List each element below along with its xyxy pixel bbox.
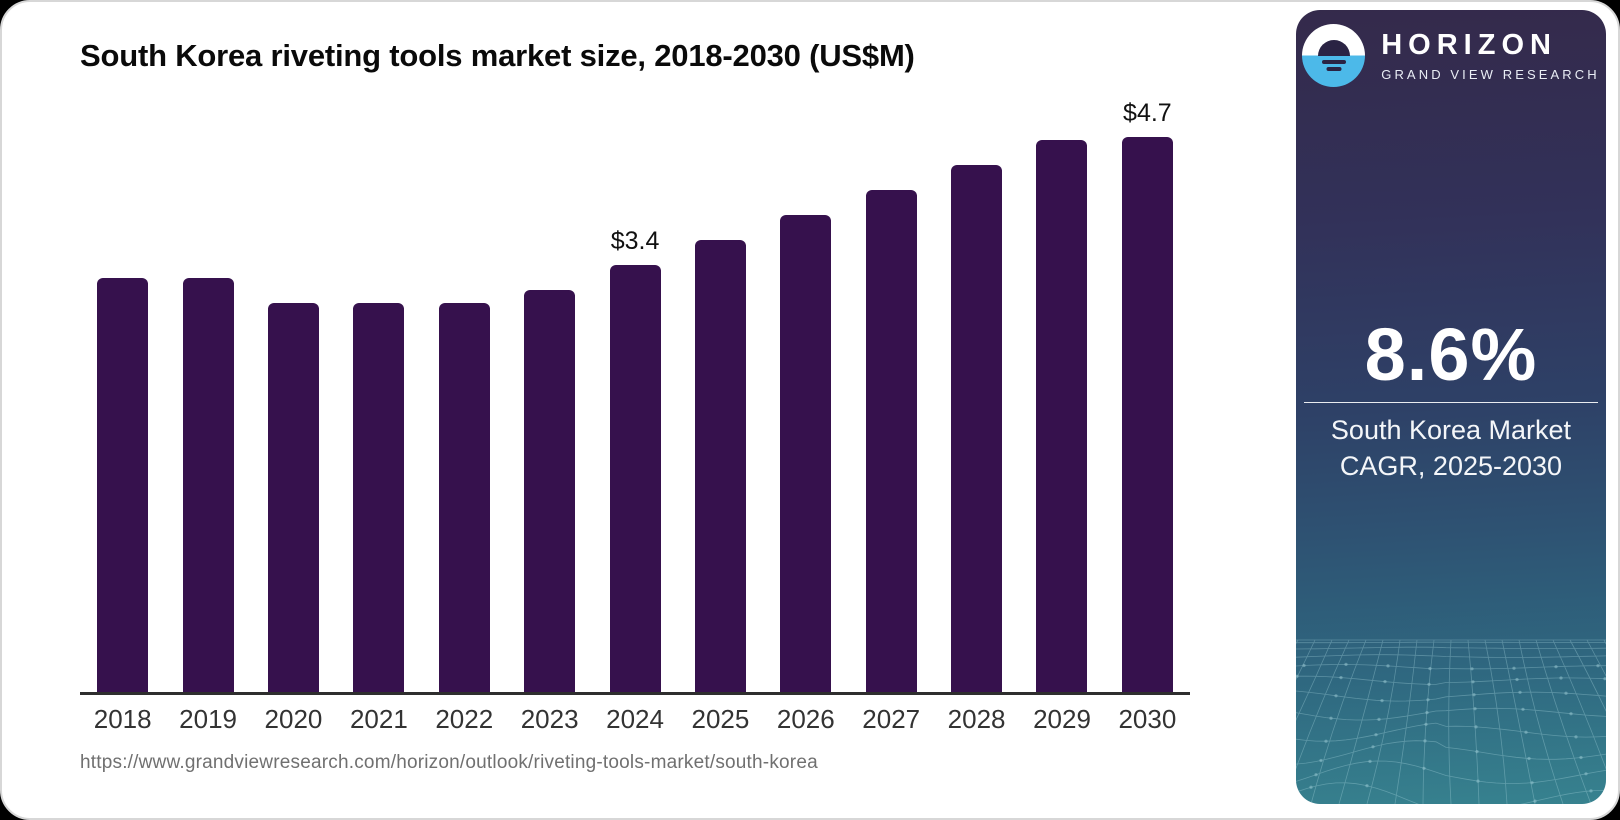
bar-column-2020 (251, 99, 336, 692)
x-tick-2025: 2025 (691, 704, 750, 734)
x-axis-tick-labels: 2018 2019 2020 2021 2022 2023 2024 2025 2026 2027… (80, 704, 1190, 735)
x-tick-2023: 2023 (520, 704, 579, 734)
bar-2025 (694, 240, 746, 692)
x-tick-2020: 2020 (264, 704, 323, 734)
bar-column-2027 (849, 99, 934, 692)
stat-divider (1304, 402, 1598, 403)
chart-title: South Korea riveting tools market size, … (80, 38, 915, 73)
x-tick-2030: 2030 (1118, 704, 1177, 734)
x-tick-2027: 2027 (862, 704, 921, 734)
x-tick-2028: 2028 (947, 704, 1006, 734)
bar-2026 (780, 215, 832, 692)
x-tick-2018: 2018 (93, 704, 152, 734)
bar-column-2019 (165, 99, 250, 692)
bar-2023 (524, 290, 576, 692)
bar-2028 (951, 165, 1003, 692)
bar-column-2023 (507, 99, 592, 692)
caption-line-2: CAGR, 2025-2030 (1339, 451, 1563, 481)
bar-column-2028 (934, 99, 1019, 692)
source-url: https://www.grandviewresearch.com/horizo… (80, 752, 818, 773)
bar-column-2026 (763, 99, 848, 692)
sidebar-panel: HORIZON GRAND VIEW RESEARCH 8.6% South K… (1296, 10, 1606, 804)
bar-2021 (353, 303, 405, 692)
bar-column-2025 (678, 99, 763, 692)
bar-column-2030: $4.7 (1105, 99, 1190, 692)
brand-subtitle: GRAND VIEW RESEARCH (1381, 67, 1600, 82)
x-tick-2026: 2026 (776, 704, 835, 734)
bar-2029 (1036, 140, 1088, 692)
horizon-sun-over-water-icon (1302, 24, 1366, 87)
caption-line-1: South Korea Market (1330, 415, 1572, 445)
bar-2018 (97, 278, 149, 692)
bar-2020 (267, 303, 319, 692)
bar-column-2024: $3.4 (592, 99, 677, 692)
wireframe-mesh-decoration (1296, 639, 1606, 804)
cagr-stat-caption: South Korea Market CAGR, 2025-2030 (1306, 412, 1596, 484)
bar-column-2018 (80, 99, 165, 692)
x-tick-2022: 2022 (435, 704, 494, 734)
bar-2024 (609, 265, 661, 692)
bar-series: $3.4 $4.7 (80, 99, 1190, 692)
bar-value-label-2030: $4.7 (1123, 99, 1172, 127)
bar-column-2021 (336, 99, 421, 692)
bar-value-label-2024: $3.4 (610, 227, 660, 255)
x-tick-2019: 2019 (179, 704, 237, 734)
bar-2030 (1121, 137, 1173, 692)
water-reflection-line (1326, 67, 1342, 71)
bar-column-2029 (1019, 99, 1104, 692)
brand-name: HORIZON (1381, 29, 1557, 61)
x-tick-2029: 2029 (1033, 704, 1091, 734)
bar-2019 (182, 278, 234, 692)
bar-2022 (438, 303, 490, 692)
logo-text: HORIZON GRAND VIEW RESEARCH (1381, 29, 1600, 82)
x-tick-2024: 2024 (606, 704, 664, 734)
cagr-stat-value: 8.6% (1364, 313, 1538, 396)
bar-column-2022 (422, 99, 507, 692)
x-tick-2021: 2021 (349, 704, 408, 734)
bar-2027 (865, 190, 917, 692)
horizon-logo: HORIZON GRAND VIEW RESEARCH (1296, 24, 1606, 87)
water-reflection-line (1321, 60, 1346, 64)
bar-chart-plot: $3.4 $4.7 (80, 99, 1190, 695)
sun-dome-shape (1317, 39, 1350, 56)
